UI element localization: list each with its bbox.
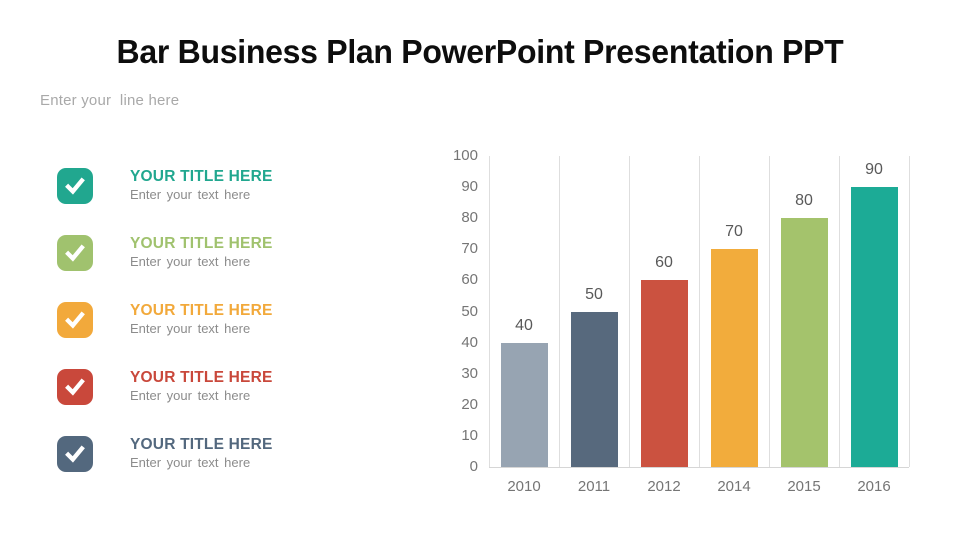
item-subtitle: Enter your text here	[130, 321, 251, 336]
bar-value-label: 90	[865, 161, 883, 179]
list-item: YOUR TITLE HERE Enter your text here	[57, 235, 273, 271]
chart-gridline	[559, 156, 560, 467]
bar-value-label: 80	[795, 192, 813, 210]
item-title: YOUR TITLE HERE	[130, 168, 273, 185]
item-subtitle: Enter your text here	[130, 388, 251, 403]
feature-list: YOUR TITLE HERE Enter your text here YOU…	[57, 168, 273, 503]
y-axis-tick-label: 100	[452, 147, 478, 164]
bar-value-label: 60	[655, 254, 673, 272]
chart-gridline	[699, 156, 700, 467]
chart-gridline	[909, 156, 910, 467]
check-icon	[57, 168, 93, 204]
x-axis-category-label: 2015	[787, 478, 821, 495]
list-item: YOUR TITLE HERE Enter your text here	[57, 369, 273, 405]
chart-gridline	[769, 156, 770, 467]
item-subtitle: Enter your text here	[130, 254, 251, 269]
y-axis-tick-label: 20	[461, 395, 478, 413]
check-icon	[57, 369, 93, 405]
tagline-placeholder: Enter your line here	[40, 92, 180, 109]
check-icon	[57, 436, 93, 472]
chart-axis-line	[489, 467, 909, 468]
slide-title: Bar Business Plan PowerPoint Presentatio…	[116, 33, 844, 70]
x-axis-category-label: 2010	[507, 478, 541, 495]
x-axis-category-label: 2016	[857, 478, 891, 495]
item-title: YOUR TITLE HERE	[130, 235, 273, 252]
bar-2012	[640, 280, 688, 467]
y-axis-tick-label: 90	[461, 178, 478, 196]
chart-gridline	[839, 156, 840, 467]
item-title: YOUR TITLE HERE	[130, 436, 273, 453]
bar-value-label: 50	[585, 285, 603, 303]
item-subtitle: Enter your text here	[130, 455, 251, 470]
item-title: YOUR TITLE HERE	[130, 369, 273, 386]
bar-value-label: 70	[725, 223, 743, 241]
y-axis-tick-label: 0	[469, 458, 478, 475]
x-axis-category-label: 2014	[717, 478, 751, 495]
chart-gridline	[629, 156, 630, 467]
bar-2015	[780, 218, 828, 467]
y-axis-tick-label: 80	[461, 209, 478, 227]
bar-2010	[500, 342, 548, 467]
list-item: YOUR TITLE HERE Enter your text here	[57, 302, 273, 338]
check-icon	[57, 302, 93, 338]
bar-value-label: 40	[515, 316, 533, 334]
bar-2016	[850, 187, 898, 467]
chart-gridline	[489, 156, 490, 467]
x-axis-category-label: 2011	[577, 478, 611, 495]
y-axis-tick-label: 30	[461, 364, 478, 382]
bar-2014	[710, 249, 758, 467]
item-title: YOUR TITLE HERE	[130, 302, 273, 319]
y-axis-tick-label: 40	[461, 333, 478, 351]
list-item: YOUR TITLE HERE Enter your text here	[57, 436, 273, 472]
y-axis-tick-label: 50	[461, 302, 478, 320]
y-axis-tick-label: 70	[461, 240, 478, 258]
bar-2011	[570, 311, 618, 467]
y-axis-tick-label: 60	[461, 271, 478, 289]
list-item: YOUR TITLE HERE Enter your text here	[57, 168, 273, 204]
y-axis-tick-label: 10	[461, 426, 478, 444]
item-subtitle: Enter your text here	[130, 187, 251, 202]
x-axis-category-label: 2012	[647, 478, 681, 495]
check-icon	[57, 235, 93, 271]
